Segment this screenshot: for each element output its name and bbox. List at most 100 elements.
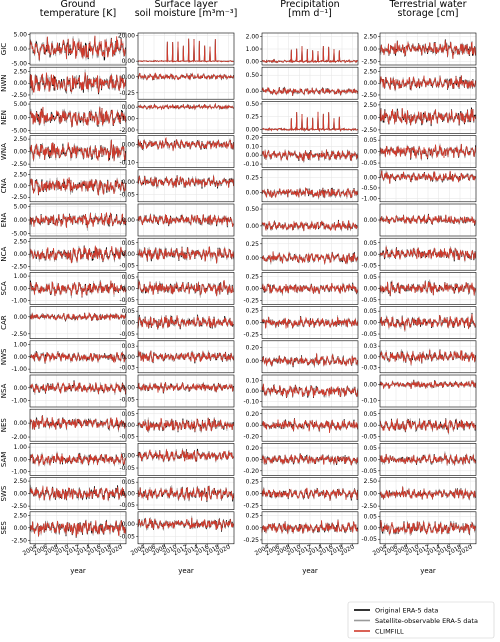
panel-frame bbox=[379, 169, 477, 203]
panel-SES-2: 0.250.00-0.25200420062008201020122014201… bbox=[243, 511, 359, 557]
panel-CNA-1: 0.00 -0.05 bbox=[119, 169, 235, 203]
series-line-climfill bbox=[379, 349, 476, 365]
series-line-climfill bbox=[379, 40, 476, 59]
y-tick-label: -0.03 bbox=[119, 364, 135, 371]
y-tick-label: 0.00 bbox=[364, 320, 378, 327]
panel-CNA-3: 0.00 -0.50 -1.00 bbox=[361, 169, 477, 203]
series-line-climfill bbox=[29, 280, 126, 297]
row-label-NSA: NSA bbox=[0, 383, 8, 398]
row-label-NEN: NEN bbox=[0, 110, 8, 125]
y-tick-label: 0.00 bbox=[122, 521, 136, 528]
y-tick-label: 0.00 bbox=[122, 217, 136, 224]
y-tick-label: 0.00 bbox=[246, 285, 260, 292]
legend: Original ERA-5 data Satellite-observable … bbox=[347, 601, 495, 639]
y-tick-label: 0.25 bbox=[246, 175, 260, 182]
series-line-climfill bbox=[379, 170, 476, 184]
y-tick-label: 5.00 bbox=[14, 31, 28, 38]
y-tick-label: 0.25 bbox=[246, 241, 260, 248]
panel-NSA-0: 0.00 -1.00 bbox=[11, 374, 127, 408]
panel-frame bbox=[29, 306, 127, 339]
y-tick-label: -0.10 bbox=[361, 398, 377, 405]
row-label-WNA: WNA bbox=[0, 143, 8, 160]
column-title-3-line-0: Terrestrial water bbox=[388, 0, 466, 10]
series-line-climfill bbox=[261, 86, 358, 96]
y-tick-label: 2.50 bbox=[364, 34, 378, 41]
y-tick-label: -1.00 bbox=[361, 196, 377, 203]
panel-frame bbox=[137, 135, 235, 168]
panel-NWN-3: 2.50 0.00 -2.50 bbox=[361, 66, 477, 100]
series-line-climfill bbox=[137, 315, 234, 329]
column-title-2-line-0: Precipitation bbox=[280, 0, 339, 10]
series-line-climfill bbox=[379, 313, 476, 331]
y-tick-label: -0.05 bbox=[119, 263, 135, 270]
series-line-climfill bbox=[29, 452, 126, 466]
panel-frame bbox=[137, 374, 235, 408]
y-tick-label: 2.50 bbox=[364, 478, 378, 485]
y-tick-label: -2.50 bbox=[361, 59, 377, 66]
panel-NSA-2: 0.10 0.00 -0.10 bbox=[243, 374, 359, 408]
y-tick-label: -0.05 bbox=[119, 297, 135, 304]
y-tick-label: -5.00 bbox=[11, 61, 27, 68]
y-tick-label: 0.05 bbox=[122, 274, 136, 281]
panel-SCA-1: 0.05 0.00 -0.05 bbox=[119, 272, 235, 305]
series-line-climfill bbox=[379, 453, 476, 465]
panel-GIC-0: 5.00 0.00 -5.00 bbox=[11, 31, 127, 68]
y-tick-label: 0.00 bbox=[364, 354, 378, 361]
row-label-GIC: GIC bbox=[0, 43, 8, 55]
panel-ENA-2: 0.50 0.00 bbox=[246, 203, 359, 237]
y-tick-label: 0.00 bbox=[122, 58, 136, 65]
panel-SAM-2: 0.20 0.00 -0.20 bbox=[243, 443, 359, 476]
y-tick-label: 0.00 bbox=[14, 149, 28, 156]
y-tick-label: -2.50 bbox=[11, 503, 27, 510]
y-tick-label: 0.03 bbox=[364, 343, 378, 350]
panel-CAR-0: 0.00 -2.50 bbox=[11, 306, 127, 339]
y-tick-label: -0.05 bbox=[361, 536, 377, 543]
y-tick-label: 2.50 bbox=[14, 171, 28, 178]
panel-SWS-1: 0.05 0.00 -0.05 bbox=[119, 477, 235, 510]
x-axis-label-0: year bbox=[70, 567, 86, 575]
y-tick-label: -0.05 bbox=[119, 434, 135, 441]
y-tick-label: 0.00 bbox=[246, 422, 260, 429]
y-tick-label: -0.25 bbox=[243, 298, 259, 305]
panel-CAR-2: 0.25 0.00 -0.25 bbox=[243, 306, 359, 339]
y-tick-label: 0.00 bbox=[364, 114, 378, 121]
panel-ENA-1: 0.00 bbox=[122, 203, 235, 237]
panel-SCA-3: 0.05 0.00 -0.05 bbox=[361, 272, 477, 305]
y-tick-label: -1.00 bbox=[11, 398, 27, 405]
panel-NES-0: 0.00 -2.00 bbox=[11, 408, 127, 442]
y-tick-label: -0.10 bbox=[243, 161, 259, 168]
y-tick-label: 0.00 bbox=[246, 491, 260, 498]
y-tick-label: 0.00 bbox=[122, 285, 136, 292]
series-line-climfill bbox=[137, 350, 234, 363]
row-label-NCA: NCA bbox=[0, 247, 8, 262]
y-tick-label: -2.50 bbox=[361, 127, 377, 134]
y-tick-label: 0.00 bbox=[246, 223, 260, 230]
y-tick-label: 0.03 bbox=[122, 343, 136, 350]
y-tick-label: -0.05 bbox=[361, 331, 377, 338]
panel-WNA-3: 0.05 0.00 -0.05 bbox=[361, 135, 477, 168]
panel-frame bbox=[137, 101, 235, 134]
y-tick-label: -2.50 bbox=[11, 537, 27, 544]
series-line-climfill bbox=[29, 106, 126, 127]
y-tick-label: 0.05 bbox=[364, 137, 378, 144]
panel-SAM-1: 0.00 -0.05 bbox=[119, 443, 235, 476]
series-line-climfill bbox=[137, 175, 234, 189]
panel-NES-3: 0.05 0.00 -0.05 bbox=[361, 408, 477, 442]
y-tick-label: -1.00 bbox=[11, 366, 27, 373]
series-line-climfill bbox=[261, 418, 358, 433]
y-tick-label: 0.00 bbox=[364, 285, 378, 292]
series-line-climfill bbox=[261, 111, 358, 132]
y-tick-label: 0.00 bbox=[364, 251, 378, 258]
y-tick-label: 0.00 bbox=[122, 422, 136, 429]
panel-NWN-0: 2.50 0.00 -2.50 bbox=[11, 66, 127, 100]
series-line-climfill bbox=[379, 143, 476, 160]
series-line-climfill bbox=[379, 418, 476, 434]
panel-SES-3: 0.050.00-0.05200420062008201020122014201… bbox=[361, 511, 477, 557]
panel-NWN-1: 0.00 -0.25 bbox=[119, 66, 235, 100]
column-title-1-line-0: Surface layer bbox=[154, 0, 217, 10]
panel-NES-1: 0.05 0.00 -0.05 bbox=[119, 408, 235, 442]
y-tick-label: -2.50 bbox=[11, 264, 27, 271]
panel-CAR-3: 0.05 0.00 -0.05 bbox=[361, 306, 477, 339]
panel-frame bbox=[261, 340, 359, 374]
y-tick-label: 5.00 bbox=[14, 101, 28, 108]
